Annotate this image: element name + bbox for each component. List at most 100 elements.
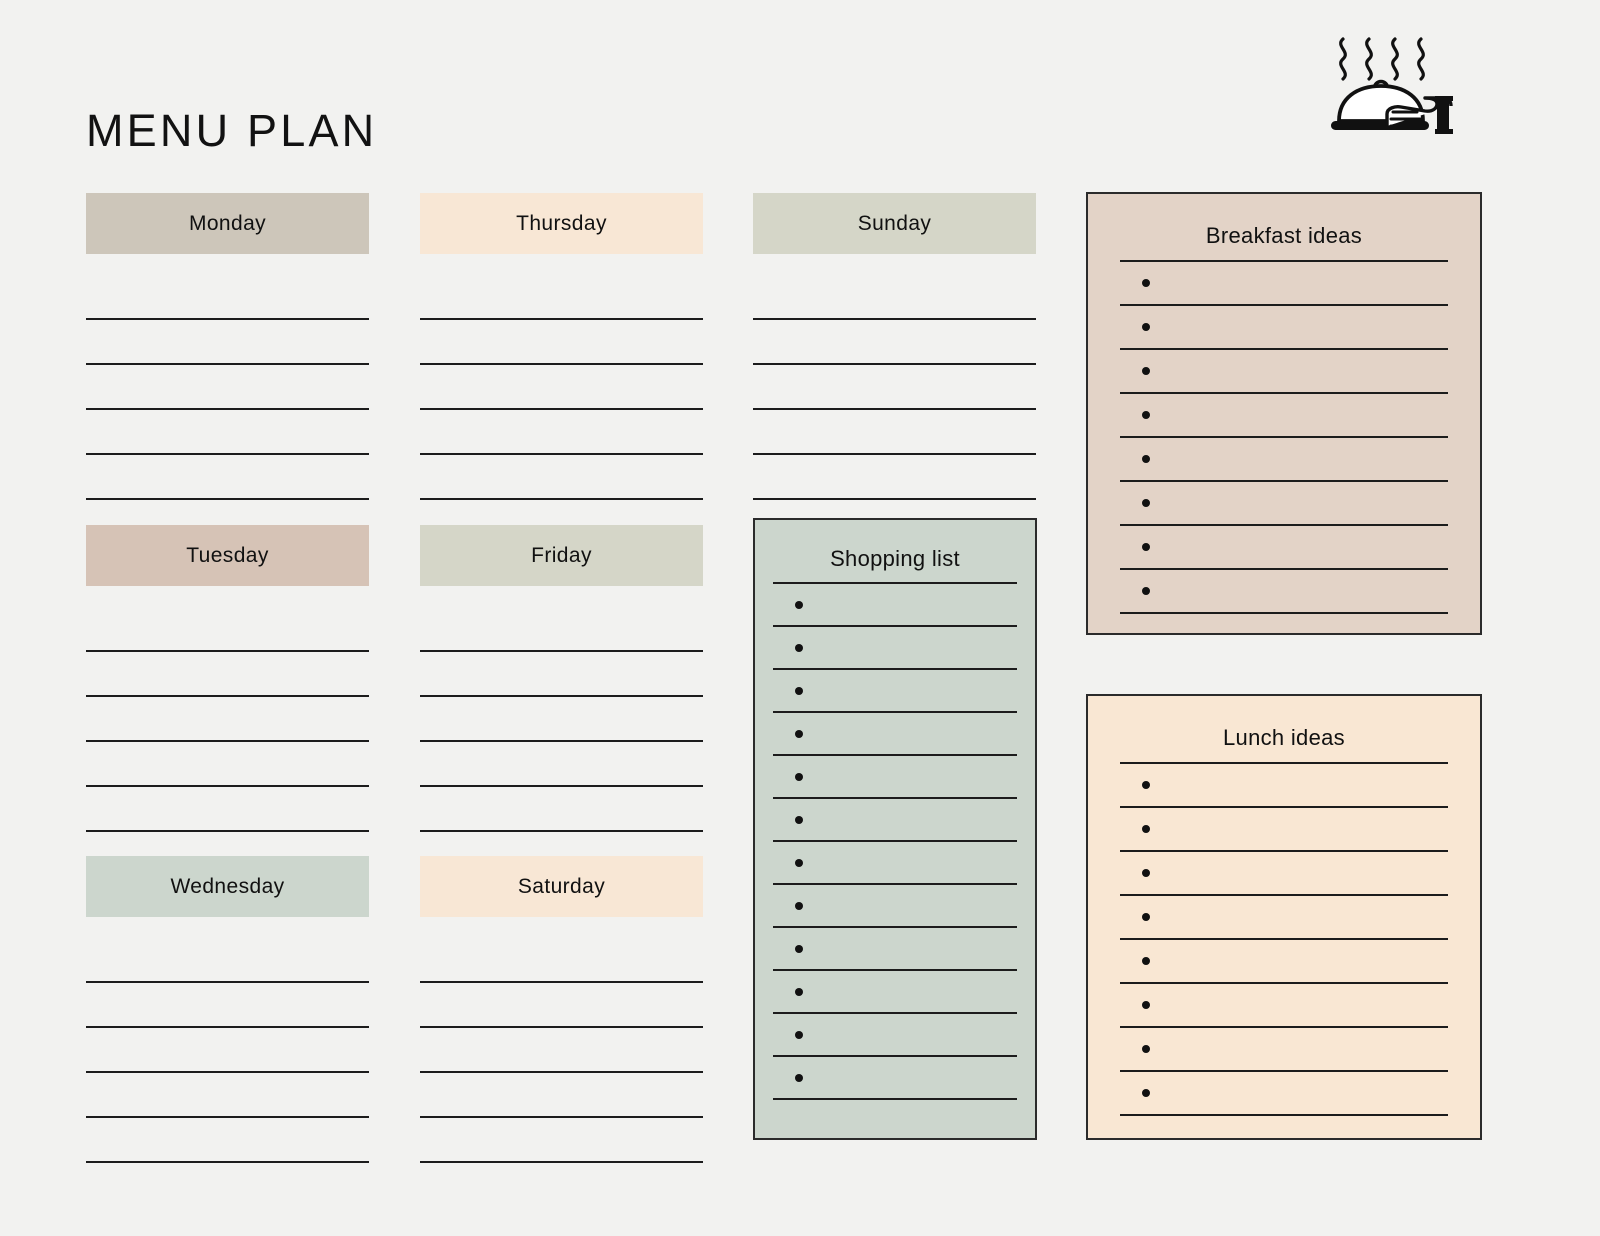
lunch-ideas-title: Lunch ideas: [1223, 725, 1345, 750]
lunch-ideas-item[interactable]: [1120, 940, 1448, 984]
day-write-lines-sunday[interactable]: [753, 277, 1036, 500]
bullet-icon: [1142, 455, 1150, 463]
bullet-icon: [795, 1030, 803, 1039]
shopping-list-item[interactable]: [773, 971, 1017, 1014]
write-line[interactable]: [86, 1073, 369, 1118]
day-write-lines-saturday[interactable]: [420, 940, 703, 1163]
bullet-icon: [1142, 957, 1150, 965]
shopping-list-item[interactable]: [773, 842, 1017, 885]
write-line[interactable]: [420, 940, 703, 983]
shopping-list-item[interactable]: [773, 584, 1017, 627]
breakfast-ideas-item[interactable]: [1120, 526, 1448, 570]
shopping-list-title-rule: [773, 582, 1017, 584]
write-line[interactable]: [86, 277, 369, 320]
breakfast-ideas-title-rule: [1120, 260, 1448, 262]
breakfast-ideas-item[interactable]: [1120, 570, 1448, 614]
breakfast-ideas-title: Breakfast ideas: [1205, 223, 1363, 248]
bullet-icon: [795, 858, 803, 867]
write-line[interactable]: [420, 455, 703, 500]
write-line[interactable]: [420, 609, 703, 652]
write-line[interactable]: [86, 1118, 369, 1163]
write-line[interactable]: [420, 320, 703, 365]
write-line[interactable]: [86, 410, 369, 455]
write-line[interactable]: [420, 1118, 703, 1163]
shopping-list-item[interactable]: [773, 713, 1017, 756]
write-line[interactable]: [753, 320, 1036, 365]
breakfast-ideas-item[interactable]: [1120, 438, 1448, 482]
write-line[interactable]: [86, 940, 369, 983]
bullet-icon: [795, 1073, 803, 1082]
write-line[interactable]: [86, 697, 369, 742]
day-label: Tuesday: [186, 543, 269, 567]
bullet-icon: [1142, 411, 1150, 419]
write-line[interactable]: [753, 455, 1036, 500]
day-write-lines-tuesday[interactable]: [86, 609, 369, 832]
write-line[interactable]: [420, 787, 703, 832]
shopping-list-item[interactable]: [773, 670, 1017, 713]
write-line[interactable]: [753, 277, 1036, 320]
day-header-monday: Monday: [86, 193, 369, 254]
write-line[interactable]: [420, 742, 703, 787]
day-block-monday: Monday: [86, 193, 369, 500]
bullet-icon: [1142, 543, 1150, 551]
lunch-ideas-item[interactable]: [1120, 852, 1448, 896]
day-block-tuesday: Tuesday: [86, 525, 369, 832]
bullet-icon: [795, 643, 803, 652]
lunch-ideas-item[interactable]: [1120, 764, 1448, 808]
day-header-thursday: Thursday: [420, 193, 703, 254]
bullet-icon: [795, 901, 803, 910]
bullet-icon: [1142, 781, 1150, 789]
write-line[interactable]: [753, 410, 1036, 455]
shopping-list-item[interactable]: [773, 928, 1017, 971]
write-line[interactable]: [86, 609, 369, 652]
bullet-icon: [1142, 279, 1150, 287]
breakfast-ideas-item[interactable]: [1120, 394, 1448, 438]
day-write-lines-thursday[interactable]: [420, 277, 703, 500]
shopping-list-item[interactable]: [773, 756, 1017, 799]
write-line[interactable]: [86, 365, 369, 410]
shopping-list-item[interactable]: [773, 1014, 1017, 1057]
breakfast-ideas-item[interactable]: [1120, 306, 1448, 350]
shopping-list-item[interactable]: [773, 1057, 1017, 1100]
lunch-ideas-item[interactable]: [1120, 1072, 1448, 1116]
shopping-list-item[interactable]: [773, 627, 1017, 670]
breakfast-ideas-rows: [1120, 260, 1448, 614]
write-line[interactable]: [753, 365, 1036, 410]
write-line[interactable]: [420, 277, 703, 320]
bullet-icon: [1142, 587, 1150, 595]
write-line[interactable]: [86, 1028, 369, 1073]
write-line[interactable]: [86, 742, 369, 787]
day-write-lines-wednesday[interactable]: [86, 940, 369, 1163]
lunch-ideas-item[interactable]: [1120, 896, 1448, 940]
write-line[interactable]: [420, 410, 703, 455]
bullet-icon: [1142, 367, 1150, 375]
lunch-ideas-item[interactable]: [1120, 1028, 1448, 1072]
write-line[interactable]: [420, 697, 703, 742]
shopping-list-item[interactable]: [773, 799, 1017, 842]
day-label: Monday: [188, 211, 267, 235]
shopping-list-title: Shopping list: [830, 546, 960, 571]
write-line[interactable]: [86, 983, 369, 1028]
breakfast-ideas-item[interactable]: [1120, 350, 1448, 394]
bullet-icon: [1142, 869, 1150, 877]
breakfast-ideas-item[interactable]: [1120, 482, 1448, 526]
day-block-thursday: Thursday: [420, 193, 703, 500]
write-line[interactable]: [86, 455, 369, 500]
day-write-lines-friday[interactable]: [420, 609, 703, 832]
lunch-ideas-item[interactable]: [1120, 808, 1448, 852]
shopping-list-item[interactable]: [773, 885, 1017, 928]
write-line[interactable]: [86, 652, 369, 697]
lunch-ideas-item[interactable]: [1120, 984, 1448, 1028]
write-line[interactable]: [86, 787, 369, 832]
write-line[interactable]: [420, 983, 703, 1028]
bullet-icon: [795, 729, 803, 738]
write-line[interactable]: [420, 1028, 703, 1073]
write-line[interactable]: [420, 365, 703, 410]
lunch-ideas-rows: [1120, 762, 1448, 1116]
day-write-lines-monday[interactable]: [86, 277, 369, 500]
breakfast-ideas-item[interactable]: [1120, 262, 1448, 306]
write-line[interactable]: [420, 1073, 703, 1118]
write-line[interactable]: [420, 652, 703, 697]
write-line[interactable]: [86, 320, 369, 365]
